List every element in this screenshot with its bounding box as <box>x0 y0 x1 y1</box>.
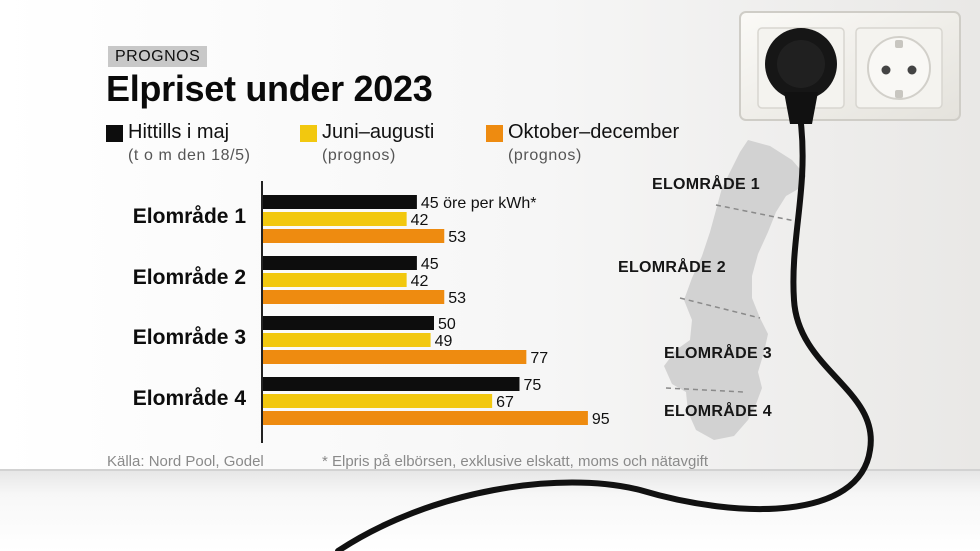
legend-label: Oktober–december <box>508 121 680 143</box>
category-label: Elområde 1 <box>133 205 247 228</box>
plug-icon <box>765 28 837 124</box>
bar-value-label: 77 <box>530 350 548 367</box>
map-region-label-1: ELOMRÅDE 1 <box>652 176 760 193</box>
socket-icon <box>867 36 931 100</box>
bar <box>263 273 407 287</box>
category-label: Elområde 2 <box>133 266 246 289</box>
legend-label: Hittills i maj <box>128 121 230 143</box>
bar <box>263 377 520 391</box>
bar-value-label: 50 <box>438 316 456 333</box>
legend-sublabel: (t o m den 18/5) <box>128 147 251 164</box>
bar <box>263 394 493 408</box>
bar-value-label: 53 <box>448 229 466 246</box>
bar-value-label: 49 <box>435 333 453 350</box>
bar <box>263 212 407 226</box>
legend-swatch <box>300 125 317 142</box>
bar-value-label: 75 <box>524 377 542 394</box>
bar <box>263 290 445 304</box>
source-note: Källa: Nord Pool, Godel <box>107 453 264 470</box>
bar <box>263 195 417 209</box>
bar-value-label: 95 <box>592 411 610 428</box>
socket-hole-icon <box>907 65 917 75</box>
map-region-label-4: ELOMRÅDE 4 <box>664 403 772 420</box>
map-region-label-2: ELOMRÅDE 2 <box>618 259 726 276</box>
bar-value-label: 42 <box>411 273 429 290</box>
bar-value-label: 53 <box>448 290 466 307</box>
sweden-map <box>664 140 806 440</box>
bar-value-label: 45 <box>421 256 439 273</box>
bar <box>263 316 434 330</box>
bar <box>263 350 527 364</box>
baseboard <box>0 470 980 551</box>
bar <box>263 411 588 425</box>
bar-value-label: 45 öre per kWh* <box>421 195 537 212</box>
legend-swatch <box>486 125 503 142</box>
footnote: * Elpris på elbörsen, exklusive elskatt,… <box>322 453 709 470</box>
legend-sublabel: (prognos) <box>322 147 396 164</box>
legend-sublabel: (prognos) <box>508 147 582 164</box>
bar <box>263 229 445 243</box>
bar-value-label: 42 <box>411 212 429 229</box>
power-cable <box>335 121 874 551</box>
category-label: Elområde 4 <box>133 387 247 410</box>
legend-label: Juni–augusti <box>322 121 435 143</box>
legend-swatch <box>106 125 123 142</box>
map-region-label-3: ELOMRÅDE 3 <box>664 345 772 362</box>
bar <box>263 333 431 347</box>
bar <box>263 256 417 270</box>
socket-hole-icon <box>881 65 891 75</box>
bar-value-label: 67 <box>496 394 514 411</box>
kicker-label: PROGNOS <box>108 46 208 67</box>
page-title: Elpriset under 2023 <box>106 68 433 109</box>
category-label: Elområde 3 <box>133 326 246 349</box>
